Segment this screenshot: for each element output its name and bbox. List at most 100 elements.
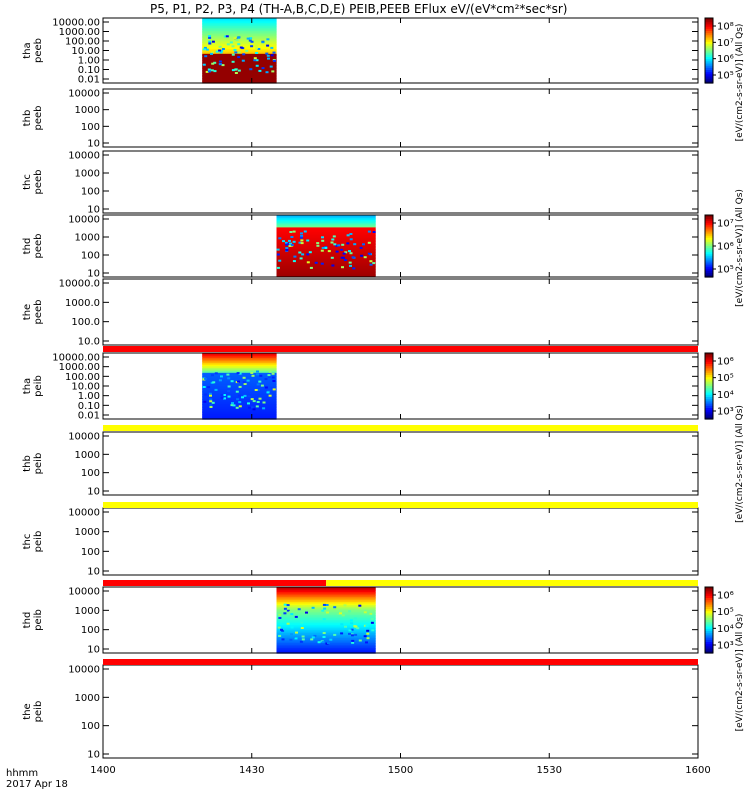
spectrogram-speckle bbox=[204, 393, 208, 396]
y-tick-label: 10000 bbox=[68, 508, 100, 519]
spectrogram-speckle bbox=[218, 45, 222, 48]
spectrogram-row bbox=[276, 588, 376, 591]
spectrogram-speckle bbox=[290, 243, 294, 246]
chart-title: P5, P1, P2, P3, P4 (TH-A,B,C,D,E) PEIB,P… bbox=[150, 2, 568, 16]
spectrogram-speckle bbox=[337, 612, 341, 615]
spectrogram-speckle bbox=[266, 391, 270, 394]
colorbar-tick-label: 10⁵ bbox=[717, 373, 734, 384]
colorbar-tick-label: 10⁴ bbox=[717, 390, 734, 401]
spectrogram-speckle bbox=[278, 617, 282, 619]
spectrogram-speckle bbox=[311, 636, 315, 639]
colorbar-segment bbox=[705, 241, 713, 245]
spectrogram-speckle bbox=[321, 609, 325, 612]
colorbar-tick-label: 10⁶ bbox=[717, 54, 734, 65]
spectrogram-speckle bbox=[333, 606, 337, 609]
spectrogram-speckle bbox=[226, 373, 230, 376]
spectrogram-speckle bbox=[234, 378, 238, 381]
y-tick-label: 10000.00 bbox=[52, 18, 100, 29]
y-tick-label: 1000 bbox=[75, 693, 100, 704]
spectrogram-row bbox=[276, 598, 376, 601]
spectrogram-row bbox=[202, 384, 277, 387]
spectrogram-speckle bbox=[308, 251, 312, 254]
spectrogram-speckle bbox=[220, 396, 224, 399]
spectrogram-row bbox=[202, 389, 277, 392]
spectrogram-speckle bbox=[202, 386, 206, 388]
colorbar-segment bbox=[705, 591, 713, 595]
spectrogram-speckle bbox=[253, 59, 257, 62]
spectrogram-row bbox=[276, 646, 376, 649]
spectrogram-speckle bbox=[330, 241, 334, 244]
spectrogram-speckle bbox=[322, 603, 326, 606]
spectrogram-speckle bbox=[252, 400, 256, 403]
spectrogram-row bbox=[276, 587, 376, 590]
spectrogram-speckle bbox=[247, 402, 250, 405]
spectrogram-speckle bbox=[241, 396, 244, 399]
spectrogram-speckle bbox=[210, 52, 213, 55]
spectrogram-speckle bbox=[255, 52, 259, 54]
colorbar-segment bbox=[705, 33, 713, 36]
spectrogram-speckle bbox=[234, 51, 238, 54]
spectrogram-speckle bbox=[286, 606, 290, 608]
colorbar-segment bbox=[705, 394, 713, 398]
y-tick-label: 10 bbox=[87, 139, 100, 150]
spectrogram-speckle bbox=[218, 49, 222, 52]
spectrogram-speckle bbox=[313, 634, 317, 637]
spectrogram-speckle bbox=[305, 611, 308, 614]
flag-bar-yellow bbox=[103, 425, 698, 431]
spectrogram-speckle bbox=[272, 388, 276, 391]
spectrogram-row bbox=[276, 233, 376, 236]
y-tick-label: 1000 bbox=[75, 105, 100, 116]
y-axis-label: peeb bbox=[33, 106, 44, 131]
colorbar-segment bbox=[705, 227, 713, 231]
spectrogram-speckle bbox=[221, 64, 225, 67]
spectrogram-speckle bbox=[236, 372, 240, 375]
spectrogram-row bbox=[276, 628, 376, 631]
y-tick-label: 100.0 bbox=[71, 317, 100, 328]
spectrogram-speckle bbox=[266, 54, 270, 57]
spectrogram-speckle bbox=[222, 394, 226, 396]
spectrogram-speckle bbox=[209, 400, 213, 403]
spectrogram-speckle bbox=[235, 390, 239, 393]
spectrogram-speckle bbox=[209, 406, 213, 408]
spectrogram-speckle bbox=[369, 260, 373, 263]
spectrogram-speckle bbox=[309, 266, 313, 269]
colorbar-segment bbox=[705, 624, 713, 628]
spectrogram-row bbox=[276, 595, 376, 598]
flag-bar-yellow bbox=[326, 580, 698, 586]
colorbar-segment bbox=[705, 50, 713, 54]
spectrogram-speckle bbox=[321, 246, 325, 249]
colorbar-segment bbox=[705, 44, 713, 47]
colorbar-segment bbox=[705, 646, 713, 650]
x-tick-label: 1430 bbox=[239, 765, 264, 776]
spectrogram-speckle bbox=[241, 59, 245, 62]
spectrogram-row bbox=[202, 60, 277, 63]
spectrogram-speckle bbox=[362, 243, 365, 246]
spectrogram-speckle bbox=[300, 235, 304, 237]
spectrogram-speckle bbox=[369, 612, 373, 615]
colorbar-segment bbox=[705, 54, 713, 58]
y-tick-label: 100.00 bbox=[65, 37, 100, 48]
spectrogram-row bbox=[276, 261, 376, 264]
spectrogram-row bbox=[276, 270, 376, 273]
colorbar-segment bbox=[705, 20, 713, 23]
y-tick-label: 10 bbox=[87, 645, 100, 656]
colorbar-segment bbox=[705, 399, 713, 402]
y-tick-label: 1000.0 bbox=[65, 298, 100, 309]
spectrogram-speckle bbox=[270, 54, 274, 57]
colorbar-segment bbox=[705, 243, 713, 247]
spectrogram-speckle bbox=[298, 241, 302, 244]
spectrogram-row bbox=[276, 615, 376, 618]
spectrogram-speckle bbox=[303, 230, 307, 233]
colorbar-segment bbox=[705, 46, 713, 49]
spectrogram-speckle bbox=[366, 629, 370, 632]
spectrogram-speckle bbox=[349, 264, 352, 267]
y-axis-label: thd bbox=[22, 238, 33, 255]
spectrogram-speckle bbox=[321, 236, 324, 239]
y-axis-label: thc bbox=[22, 174, 33, 190]
spectrogram-row bbox=[202, 32, 277, 35]
spectrogram-speckle bbox=[360, 254, 364, 257]
colorbar-segment bbox=[705, 392, 713, 396]
spectrogram-speckle bbox=[294, 615, 298, 618]
spectrogram-row bbox=[202, 31, 277, 34]
colorbar-title: [eV/(cm2-s-sr-eV)] (All Qs) bbox=[735, 189, 745, 307]
